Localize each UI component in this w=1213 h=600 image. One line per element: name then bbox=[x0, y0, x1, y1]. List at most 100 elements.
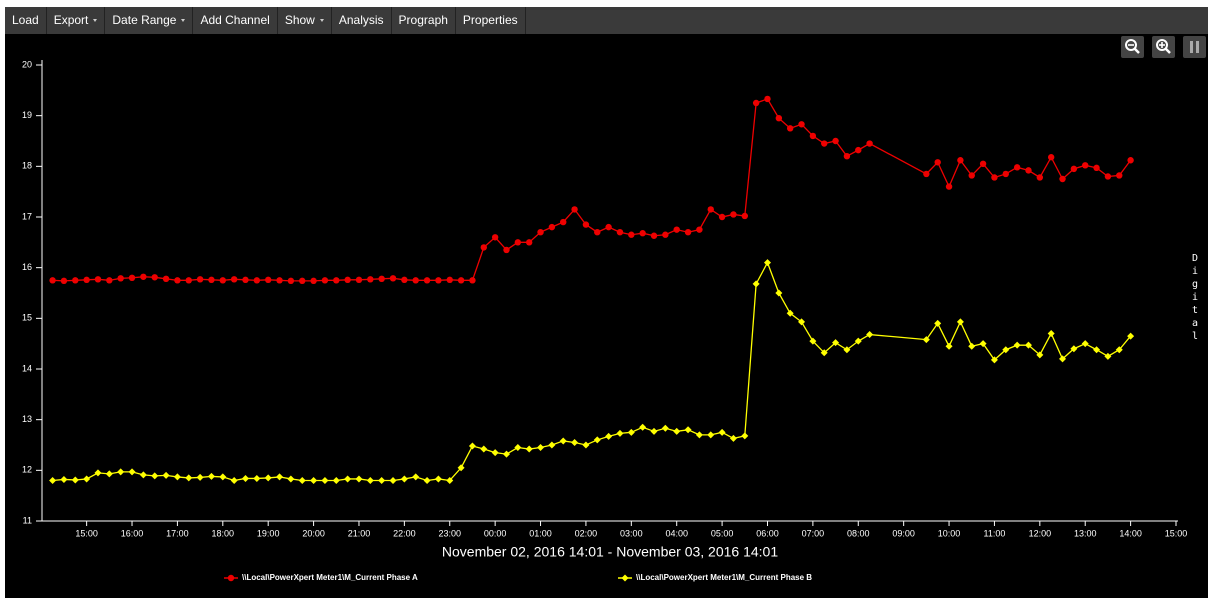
legend-entry[interactable]: \\Local\PowerXpert Meter1\M_Current Phas… bbox=[224, 573, 418, 582]
point bbox=[718, 428, 726, 436]
point bbox=[571, 438, 579, 446]
point bbox=[389, 275, 397, 282]
point bbox=[242, 276, 249, 284]
point bbox=[389, 476, 397, 484]
y-tick-label: 15 bbox=[22, 313, 32, 323]
point bbox=[230, 276, 238, 283]
point bbox=[968, 342, 976, 350]
point bbox=[525, 445, 533, 453]
point bbox=[60, 277, 68, 285]
point bbox=[1115, 346, 1123, 354]
legend-entry[interactable]: \\Local\PowerXpert Meter1\M_Current Phas… bbox=[618, 573, 812, 582]
point bbox=[662, 231, 669, 238]
series bbox=[49, 259, 1135, 484]
point bbox=[378, 275, 385, 283]
point bbox=[321, 476, 329, 484]
point bbox=[741, 432, 749, 440]
point bbox=[684, 229, 692, 236]
point bbox=[1002, 170, 1009, 178]
point bbox=[809, 132, 817, 140]
point bbox=[1127, 332, 1135, 340]
point bbox=[991, 174, 998, 181]
point bbox=[151, 274, 158, 281]
x-axis-title: November 02, 2016 14:01 - November 03, 2… bbox=[442, 544, 778, 560]
x-tick-label: 17:00 bbox=[166, 528, 189, 538]
series bbox=[49, 95, 1134, 285]
point bbox=[401, 276, 408, 284]
point bbox=[1047, 330, 1055, 338]
point bbox=[264, 474, 272, 482]
point bbox=[843, 153, 851, 160]
x-tick-label: 06:00 bbox=[756, 528, 779, 538]
point bbox=[956, 318, 964, 326]
point bbox=[650, 427, 658, 435]
point bbox=[298, 476, 306, 484]
legend-label: \\Local\PowerXpert Meter1\M_Current Phas… bbox=[242, 573, 418, 582]
pause-button[interactable] bbox=[1183, 36, 1206, 58]
point bbox=[514, 239, 522, 246]
point bbox=[741, 212, 748, 220]
x-tick-label: 09:00 bbox=[892, 528, 915, 538]
menu-item[interactable]: Prograph bbox=[392, 7, 456, 34]
point bbox=[72, 277, 79, 284]
point bbox=[945, 342, 953, 350]
point bbox=[923, 170, 930, 178]
x-tick-label: 16:00 bbox=[121, 528, 144, 538]
point bbox=[559, 437, 567, 445]
point bbox=[287, 475, 295, 483]
zoom-in-button[interactable] bbox=[1152, 36, 1175, 58]
point bbox=[605, 432, 613, 440]
point bbox=[775, 289, 783, 297]
point bbox=[1036, 174, 1044, 181]
point bbox=[1036, 351, 1044, 359]
x-tick-label: 19:00 bbox=[257, 528, 280, 538]
point bbox=[139, 471, 147, 479]
point bbox=[502, 450, 510, 458]
point bbox=[480, 445, 488, 453]
point bbox=[1070, 345, 1078, 353]
point bbox=[49, 476, 57, 484]
point bbox=[593, 436, 601, 444]
point bbox=[1093, 346, 1101, 354]
point bbox=[491, 234, 499, 241]
x-tick-label: 20:00 bbox=[302, 528, 325, 538]
point bbox=[185, 474, 193, 482]
point bbox=[1024, 341, 1032, 349]
point bbox=[990, 356, 998, 364]
point bbox=[730, 211, 737, 218]
point bbox=[820, 349, 828, 357]
point bbox=[276, 277, 283, 284]
point bbox=[809, 337, 817, 345]
point bbox=[707, 431, 715, 439]
x-tick-label: 08:00 bbox=[847, 528, 870, 538]
menu-item[interactable]: Export bbox=[47, 7, 106, 34]
point bbox=[332, 476, 340, 484]
menu-item[interactable]: Load bbox=[5, 7, 47, 34]
point bbox=[1025, 167, 1032, 174]
y-tick-label: 13 bbox=[22, 414, 32, 424]
x-tick-label: 02:00 bbox=[575, 528, 598, 538]
point bbox=[196, 276, 204, 283]
x-tick-label: 23:00 bbox=[438, 528, 461, 538]
x-tick-label: 03:00 bbox=[620, 528, 643, 538]
point bbox=[355, 475, 363, 483]
menu-label: Load bbox=[12, 13, 39, 27]
menu-label: Prograph bbox=[398, 13, 448, 27]
x-tick-label: 10:00 bbox=[938, 528, 961, 538]
point bbox=[434, 475, 442, 483]
point bbox=[866, 331, 874, 339]
menu-item[interactable]: Add Channel bbox=[193, 7, 278, 34]
point bbox=[684, 426, 692, 434]
point bbox=[560, 218, 567, 226]
point bbox=[855, 146, 862, 154]
point bbox=[423, 476, 431, 484]
point bbox=[695, 431, 703, 439]
menu-item[interactable]: Show bbox=[278, 7, 332, 34]
x-tick-label: 15:00 bbox=[75, 528, 98, 538]
menu-item[interactable]: Analysis bbox=[332, 7, 392, 34]
zoom-out-button[interactable] bbox=[1121, 36, 1144, 58]
menu-item[interactable]: Date Range bbox=[105, 7, 194, 34]
menu-item[interactable]: Properties bbox=[456, 7, 526, 34]
caret bbox=[319, 19, 324, 23]
